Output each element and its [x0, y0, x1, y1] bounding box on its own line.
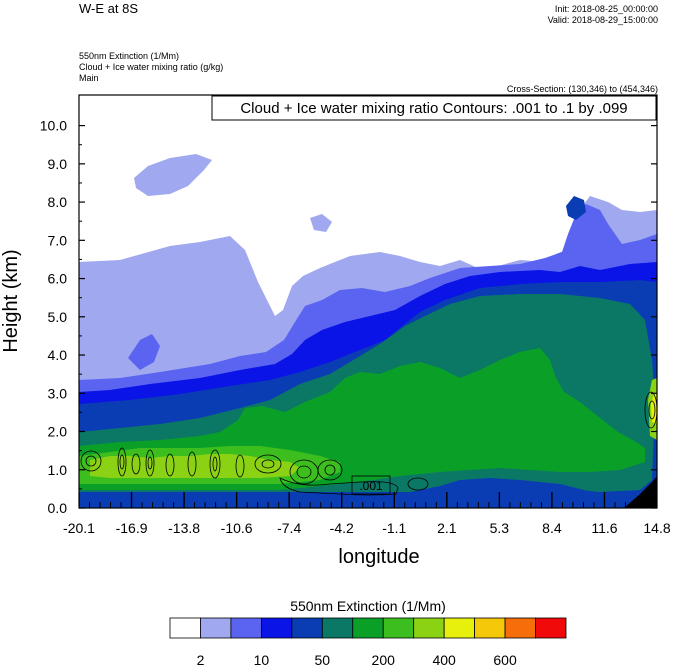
contour-line	[131, 453, 141, 475]
colorbar-title: 550nm Extinction (1/Mm)	[290, 598, 446, 614]
x-tick-label: -13.8	[168, 520, 200, 536]
y-tick-label: 0.0	[48, 500, 68, 516]
colorbar-label: 10	[254, 652, 270, 667]
colorbar-swatch	[230, 617, 262, 639]
colorbar-swatch	[474, 617, 506, 639]
valid-time: Valid: 2018-08-29_15:00:00	[548, 15, 658, 25]
contour-line	[296, 465, 312, 479]
x-tick-label: 11.6	[591, 520, 617, 536]
init-time: Init: 2018-08-25_00:00:00	[555, 4, 658, 14]
x-axis-label: longitude	[338, 546, 419, 568]
y-tick-label: 9.0	[48, 156, 68, 172]
x-tick-label: 8.4	[542, 520, 562, 536]
contour-line	[85, 455, 97, 467]
colorbar-labels: 2 10 50 200 400 600	[197, 652, 517, 667]
x-tick-label: -1.1	[382, 520, 406, 536]
y-axis-label: Height (km)	[0, 249, 22, 352]
contour-line	[119, 454, 125, 470]
colorbar	[169, 617, 567, 639]
x-tick-label: 5.3	[490, 520, 510, 536]
y-tick-label: 8.0	[48, 194, 68, 210]
contour-line	[209, 449, 221, 479]
colorbar-label: 50	[315, 652, 331, 667]
x-tick-marks	[79, 492, 657, 508]
extinction-band-yellow-green	[90, 454, 300, 478]
contour-line	[317, 459, 343, 481]
mixing-ratio-contours	[80, 391, 657, 496]
colorbar-swatch	[535, 617, 567, 639]
contour-info: Cloud + Ice water mixing ratio Contours:…	[240, 100, 627, 117]
plot-area: .001	[79, 95, 657, 508]
x-axis: -20.1 -16.9 -13.8 -10.6 -7.4 -4.2 -1.1 2.1 5.3 8.…	[63, 520, 671, 536]
colorbar-swatch	[413, 617, 445, 639]
colorbar-swatch	[260, 617, 293, 639]
y-tick-label: 5.0	[48, 309, 68, 325]
extinction-patch-green-right	[460, 392, 480, 412]
contour-line	[80, 450, 102, 472]
terrain	[624, 476, 657, 508]
x-tick-label: 14.8	[643, 520, 670, 536]
plot-border	[78, 94, 658, 509]
colorbar-swatch	[291, 617, 323, 639]
contour-line	[324, 464, 336, 476]
extinction-patch-upper	[134, 154, 212, 196]
y-tick-label: 10.0	[40, 118, 67, 134]
colorbar-swatch	[352, 617, 384, 639]
x-tick-label: -10.6	[221, 520, 253, 536]
colorbar-swatch	[321, 617, 354, 639]
colorbar-swatch	[443, 617, 476, 639]
contour-info-box	[211, 95, 657, 121]
contour-line	[147, 456, 153, 470]
y-tick-label: 7.0	[48, 232, 68, 248]
y-tick-label: 2.0	[48, 424, 68, 440]
contour-line	[644, 391, 657, 429]
y-axis: 0.0 1.0 2.0 3.0 4.0 5.0 6.0 7.0 8.0 9.0 10.0	[40, 118, 657, 516]
contour-line	[212, 456, 218, 472]
contour-line	[407, 477, 429, 491]
extinction-patch-periwinkle	[128, 334, 160, 370]
contour-label: .001	[359, 479, 383, 493]
x-tick-label: -7.4	[277, 520, 301, 536]
contour-line	[165, 453, 175, 477]
contour-line	[254, 454, 282, 474]
contour-line	[261, 459, 275, 469]
colorbar-label: 600	[493, 652, 517, 667]
field-description-extinction: 550nm Extinction (1/Mm)	[79, 51, 179, 61]
y-tick-label: 6.0	[48, 271, 68, 287]
x-tick-label: -4.2	[330, 520, 354, 536]
colorbar-label: 2	[197, 652, 205, 667]
contour-line	[279, 477, 399, 496]
y-tick-label: 1.0	[48, 462, 68, 478]
colorbar-swatch	[382, 617, 415, 639]
contour-line	[187, 451, 197, 477]
extinction-patch-upper-blue	[566, 196, 586, 220]
x-tick-label: 2.1	[437, 520, 457, 536]
contour-line	[648, 400, 656, 420]
contour-label-box	[351, 475, 391, 495]
plot-title: W-E at 8S	[79, 1, 138, 16]
extinction-hotspot-core	[651, 392, 657, 424]
colorbar-label: 400	[432, 652, 456, 667]
colorbar-swatch	[504, 617, 536, 639]
colorbar-swatch	[169, 617, 201, 639]
extinction-patch-small	[310, 214, 332, 232]
colorbar-label: 200	[372, 652, 396, 667]
contour-line	[117, 447, 127, 477]
y-tick-label: 4.0	[48, 347, 68, 363]
contour-line	[235, 454, 245, 478]
field-description-main: Main	[79, 73, 99, 83]
y-tick-label: 3.0	[48, 385, 68, 401]
cross-section-label: Cross-Section: (130,346) to (454,346)	[507, 84, 658, 94]
contour-line	[145, 449, 155, 477]
x-tick-label: -20.1	[63, 520, 95, 536]
x-tick-label: -16.9	[116, 520, 148, 536]
colorbar-swatch	[200, 617, 232, 639]
field-description-mixing-ratio: Cloud + Ice water mixing ratio (g/kg)	[79, 62, 223, 72]
